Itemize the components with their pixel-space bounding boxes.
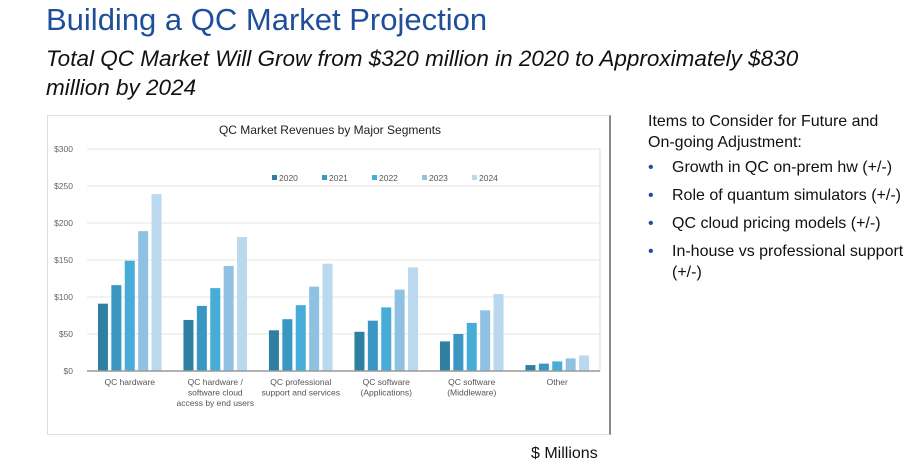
units-label: $ Millions bbox=[531, 445, 598, 462]
y-tick-label: $300 bbox=[54, 144, 73, 154]
bar-2023 bbox=[223, 265, 234, 371]
consideration-item: • QC cloud pricing models (+/-) bbox=[648, 213, 908, 234]
bar-2020 bbox=[354, 331, 365, 371]
bar-2023 bbox=[480, 310, 491, 371]
bar-2020 bbox=[97, 303, 108, 371]
x-category-label: software cloud bbox=[188, 388, 243, 398]
x-category-label: QC software bbox=[363, 377, 411, 387]
bar-chart: QC Market Revenues by Major Segments $0 $5… bbox=[54, 123, 601, 408]
legend-swatch-2022 bbox=[372, 175, 377, 180]
legend-label: 2020 bbox=[279, 173, 298, 183]
bar-2021 bbox=[282, 319, 293, 371]
bar-2022 bbox=[466, 322, 477, 371]
bar-2024 bbox=[151, 194, 162, 371]
y-tick-label: $100 bbox=[54, 292, 73, 302]
bar-2022 bbox=[210, 288, 221, 371]
bar-2021 bbox=[111, 285, 122, 371]
bar-2021 bbox=[538, 363, 549, 371]
bar-2022 bbox=[295, 305, 306, 371]
y-tick-label: $50 bbox=[59, 329, 73, 339]
bar-2023 bbox=[309, 286, 320, 371]
bar-2022 bbox=[381, 307, 392, 371]
bar-2020 bbox=[183, 319, 194, 371]
chart-frame bbox=[47, 115, 611, 435]
x-category-label: (Applications) bbox=[361, 388, 413, 398]
bar-2021 bbox=[367, 320, 378, 371]
x-category-label: (Middleware) bbox=[447, 388, 496, 398]
bullet-icon: • bbox=[648, 159, 654, 176]
y-tick-label: $250 bbox=[54, 181, 73, 191]
legend-label: 2024 bbox=[479, 173, 498, 183]
bar-2024 bbox=[322, 263, 333, 371]
legend-swatch-2023 bbox=[422, 175, 427, 180]
y-tick-label: $150 bbox=[54, 255, 73, 265]
bullet-icon: • bbox=[648, 187, 654, 204]
legend-swatch-2020 bbox=[272, 175, 277, 180]
slide-subtitle: Total QC Market Will Grow from $320 mill… bbox=[46, 46, 799, 100]
considerations-panel: Items to Consider for Future and On-goin… bbox=[648, 111, 908, 290]
legend-label: 2021 bbox=[329, 173, 348, 183]
bar-2021 bbox=[196, 305, 207, 371]
chart-title: QC Market Revenues by Major Segments bbox=[219, 123, 441, 137]
y-tick-label: $0 bbox=[64, 366, 74, 376]
x-category-label: Other bbox=[547, 377, 568, 387]
consideration-text: In-house vs professional support (+/-) bbox=[672, 243, 904, 281]
considerations-heading: Items to Consider for Future and On-goin… bbox=[648, 113, 879, 151]
bar-2022 bbox=[124, 260, 135, 371]
bar-2020 bbox=[439, 341, 450, 371]
bullet-icon: • bbox=[648, 215, 654, 232]
bar-2022 bbox=[552, 361, 563, 371]
x-category-label: support and services bbox=[262, 388, 340, 398]
x-category-label: QC hardware / bbox=[188, 377, 244, 387]
legend-swatch-2024 bbox=[472, 175, 477, 180]
legend-label: 2022 bbox=[379, 173, 398, 183]
consideration-text: Role of quantum simulators (+/-) bbox=[672, 187, 901, 204]
consideration-item: • Growth in QC on-prem hw (+/-) bbox=[648, 157, 908, 178]
bar-2023 bbox=[394, 289, 405, 371]
bar-2024 bbox=[493, 294, 504, 371]
x-category-label: QC hardware bbox=[104, 377, 155, 387]
bar-2021 bbox=[453, 334, 464, 371]
x-category-label: access by end users bbox=[177, 398, 254, 408]
bar-2023 bbox=[565, 358, 576, 371]
x-category-label: QC software bbox=[448, 377, 496, 387]
consideration-text: Growth in QC on-prem hw (+/-) bbox=[672, 159, 893, 176]
legend-swatch-2021 bbox=[322, 175, 327, 180]
bar-2024 bbox=[579, 355, 590, 371]
bar-2023 bbox=[138, 231, 149, 371]
x-category-label: QC professional bbox=[270, 377, 331, 387]
y-tick-label: $200 bbox=[54, 218, 73, 228]
consideration-item: • In-house vs professional support (+/-) bbox=[648, 241, 908, 283]
consideration-item: • Role of quantum simulators (+/-) bbox=[648, 185, 908, 206]
legend-label: 2023 bbox=[429, 173, 448, 183]
slide-title: Building a QC Market Projection bbox=[46, 2, 488, 37]
bar-2024 bbox=[237, 237, 248, 371]
bar-2020 bbox=[525, 365, 536, 371]
bar-2024 bbox=[408, 267, 419, 371]
bullet-icon: • bbox=[648, 243, 654, 260]
consideration-text: QC cloud pricing models (+/-) bbox=[672, 215, 881, 232]
bar-2020 bbox=[268, 330, 279, 371]
